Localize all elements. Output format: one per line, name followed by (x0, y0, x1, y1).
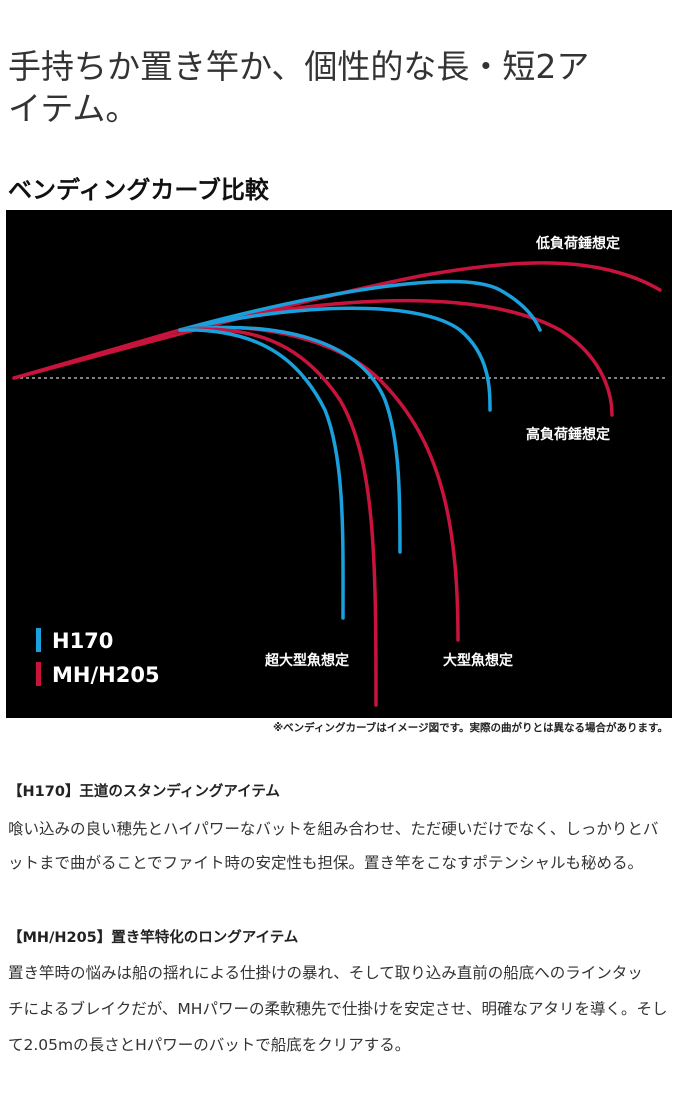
note: ※ベンディングカーブはイメージ図です。実際の曲がりとは異なる場合があります。 (272, 722, 668, 734)
item-text: ットまで曲がることでファイト時の安定性も担保。置き竿をこなすポテンシャルも秘める… (8, 854, 644, 872)
curve-label: 大型魚想定 (443, 652, 513, 669)
legend-label: MH/H205 (52, 663, 160, 687)
legend-swatch (36, 662, 41, 686)
title-line: イテム。 (8, 89, 139, 128)
item-text: 喰い込みの良い穂先とハイパワーなバットを組み合わせ、ただ硬いだけでなく、しっかり… (8, 820, 659, 838)
curve (178, 306, 492, 412)
curve-label: 低負荷錘想定 (535, 235, 620, 252)
curve (178, 325, 402, 554)
item-text: て2.05mの長さとHパワーのバットで船底をクリアする。 (8, 1036, 411, 1054)
legend-swatch (36, 628, 41, 652)
item-title: 【MH/H205】置き竿特化のロングアイテム (8, 930, 299, 946)
curve (178, 279, 542, 332)
curve (178, 328, 345, 620)
curve-label: 高負荷錘想定 (526, 426, 610, 443)
curve (178, 327, 378, 707)
item-title: 【H170】王道のスタンディングアイテム (8, 784, 280, 800)
curve-label: 超大型魚想定 (264, 652, 349, 669)
legend-label: H170 (52, 629, 113, 653)
curve (12, 261, 662, 380)
item-text: 置き竿時の悩みは船の揺れによる仕掛けの暴れ、そして取り込み直前の船底へのラインタ… (8, 964, 643, 982)
item-text: チによるブレイクだが、MHパワーの柔軟穂先で仕掛けを安定させ、明確なアタリを導く… (8, 1000, 668, 1018)
bending-diagram: 低負荷錘想定 高負荷錘想定 超大型魚想定 大型魚想定 H170 MH/H205 (6, 210, 672, 718)
title-line: 手持ちか置き竿か、個性的な長・短2ア (8, 47, 590, 86)
section-title: ベンディングカーブ比較 (8, 176, 269, 204)
